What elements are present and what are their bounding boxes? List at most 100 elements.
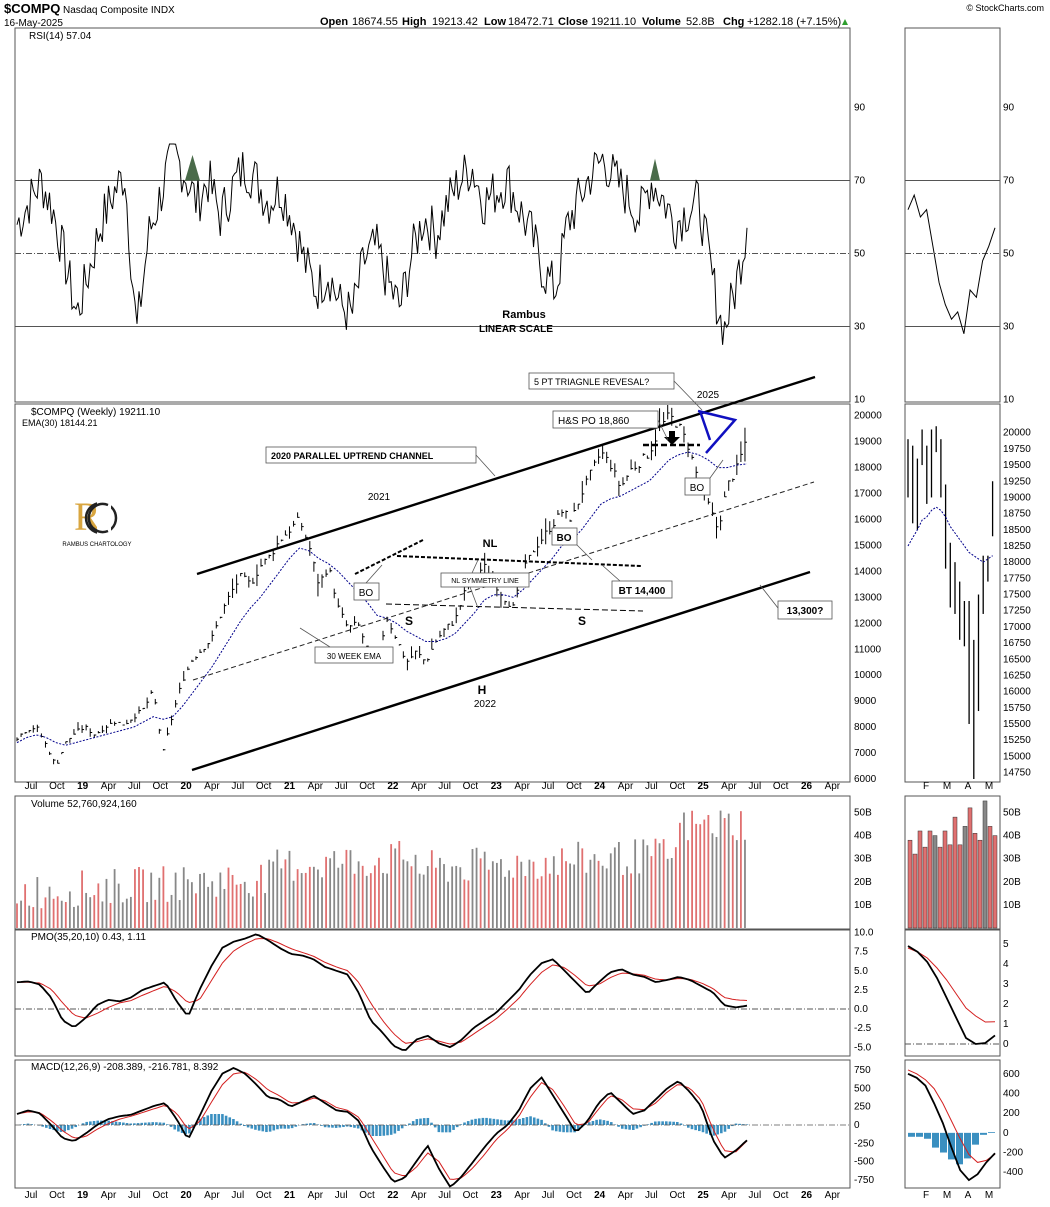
volume-ytick-30B: 30B <box>854 854 872 865</box>
volume-bar <box>528 859 531 928</box>
volume-bar <box>695 823 698 928</box>
logo-caption: RAMBUS CHARTOLOGY <box>62 542 131 548</box>
macd-histogram-bar <box>617 1125 620 1127</box>
zoom-x-tick-M: M <box>985 781 993 792</box>
volume-bar <box>455 865 458 928</box>
macd-histogram-bar <box>206 1115 210 1125</box>
hs-po-label: H&S PO 18,860 <box>558 416 630 427</box>
zoom-price-ytick-17500: 17500 <box>1003 590 1031 601</box>
volume-bar <box>617 842 620 928</box>
volume-bar <box>422 874 425 928</box>
x-tick-Oct: Oct <box>152 781 168 792</box>
volume-bar <box>556 874 559 928</box>
macd-histogram-bar <box>169 1125 173 1127</box>
macd-histogram-bar <box>569 1125 573 1133</box>
macd-histogram-bar <box>492 1118 496 1125</box>
volume-bar <box>207 886 210 928</box>
x-tick-Oct: Oct <box>463 1190 479 1201</box>
zoom-price-ytick-19500: 19500 <box>1003 460 1031 471</box>
volume-bar <box>73 906 75 928</box>
volume-ytick-40B: 40B <box>854 831 872 842</box>
volume-bar <box>174 872 177 928</box>
macd-histogram-bar <box>672 1121 675 1125</box>
volume-bar <box>638 873 641 928</box>
zoom-macd-histogram-bar <box>972 1132 979 1145</box>
volume-bar <box>190 882 193 928</box>
open-value: 18674.55 <box>352 16 398 28</box>
macd-histogram-bar <box>356 1125 360 1129</box>
macd-histogram-bar <box>598 1119 602 1125</box>
zoom-macd-ytick-0: 0 <box>1003 1128 1009 1139</box>
ema-title: EMA(30) 18144.21 <box>22 418 98 428</box>
price-ytick-8000: 8000 <box>854 722 877 733</box>
macd-histogram-bar <box>70 1125 74 1129</box>
macd-histogram-bar <box>635 1125 639 1129</box>
volume-bar <box>64 902 67 928</box>
macd-histogram-bar <box>488 1118 492 1125</box>
pmo-ytick-10.0: 10.0 <box>854 928 874 939</box>
zoom-pmo-frame <box>904 929 1001 1057</box>
macd-histogram-bar <box>389 1125 393 1135</box>
zoom-volume-bar <box>962 826 968 929</box>
macd-histogram-bar <box>595 1119 598 1125</box>
macd-histogram-bar <box>562 1125 565 1133</box>
x-tick-25: 25 <box>698 781 710 792</box>
x-tick-Oct: Oct <box>152 1190 168 1201</box>
macd-histogram-bar <box>85 1121 88 1125</box>
volume-bar <box>89 897 92 928</box>
macd-histogram-bar <box>701 1125 705 1133</box>
macd-histogram-bar <box>111 1121 114 1125</box>
volume-bar <box>548 873 551 928</box>
volume-bar <box>308 866 311 928</box>
shoulder-trendline <box>354 539 424 575</box>
volume-plot <box>16 810 746 928</box>
volume-bar <box>577 841 580 928</box>
x-tick-19: 19 <box>77 781 89 792</box>
macd-signal-line <box>16 1071 748 1180</box>
macd-histogram-bar <box>411 1121 415 1125</box>
volume-bar <box>195 893 197 928</box>
macd-histogram-bar <box>547 1125 551 1127</box>
volume-bar <box>703 819 706 928</box>
zoom-macd-histogram-bar <box>964 1132 971 1159</box>
macd-histogram-bar <box>532 1117 536 1125</box>
zoom-price-ytick-20000: 20000 <box>1003 428 1031 439</box>
zoom-volume-ytick-10B: 10B <box>1003 900 1021 911</box>
macd-histogram-bar <box>529 1116 532 1125</box>
zoom-macd-histogram-bar <box>956 1132 963 1165</box>
pmo-plot <box>15 933 850 1051</box>
macd-histogram-bar <box>668 1121 672 1125</box>
macd-histogram-bar <box>378 1125 382 1136</box>
macd-histogram-bar <box>272 1125 276 1131</box>
zoom-macd-histogram-bar <box>932 1132 939 1148</box>
chg-value: +1282.18 (+7.15%) <box>747 16 841 28</box>
volume-bar <box>129 896 132 928</box>
volume-bar <box>36 877 39 928</box>
macd-histogram-bar <box>228 1117 232 1125</box>
volume-bar <box>658 843 661 928</box>
zoom-macd-ytick--200: -200 <box>1003 1148 1023 1159</box>
volume-bar <box>487 869 490 928</box>
macd-histogram-bar <box>466 1121 470 1125</box>
volume-bar <box>349 850 352 928</box>
volume-bar <box>68 891 71 928</box>
volume-bar <box>150 872 153 928</box>
macd-histogram-bar <box>265 1125 268 1133</box>
macd-histogram-bar <box>430 1122 433 1125</box>
zoom-rsi-ytick-50: 50 <box>1003 249 1015 260</box>
macd-histogram-bar <box>309 1123 312 1125</box>
volume-bar <box>744 839 746 928</box>
macd-histogram-bar <box>353 1125 356 1128</box>
volume-bar <box>601 865 604 928</box>
price-ytick-6000: 6000 <box>854 774 877 785</box>
volume-bar <box>333 851 336 928</box>
volume-bar <box>491 861 494 928</box>
macd-histogram-bar <box>114 1121 118 1125</box>
macd-histogram-bar <box>496 1119 499 1125</box>
macd-histogram-bar <box>173 1125 177 1130</box>
price-plot <box>16 404 748 765</box>
pmo-line <box>16 933 748 1051</box>
x-tick-Oct: Oct <box>566 1190 582 1201</box>
volume-bar <box>296 869 299 928</box>
